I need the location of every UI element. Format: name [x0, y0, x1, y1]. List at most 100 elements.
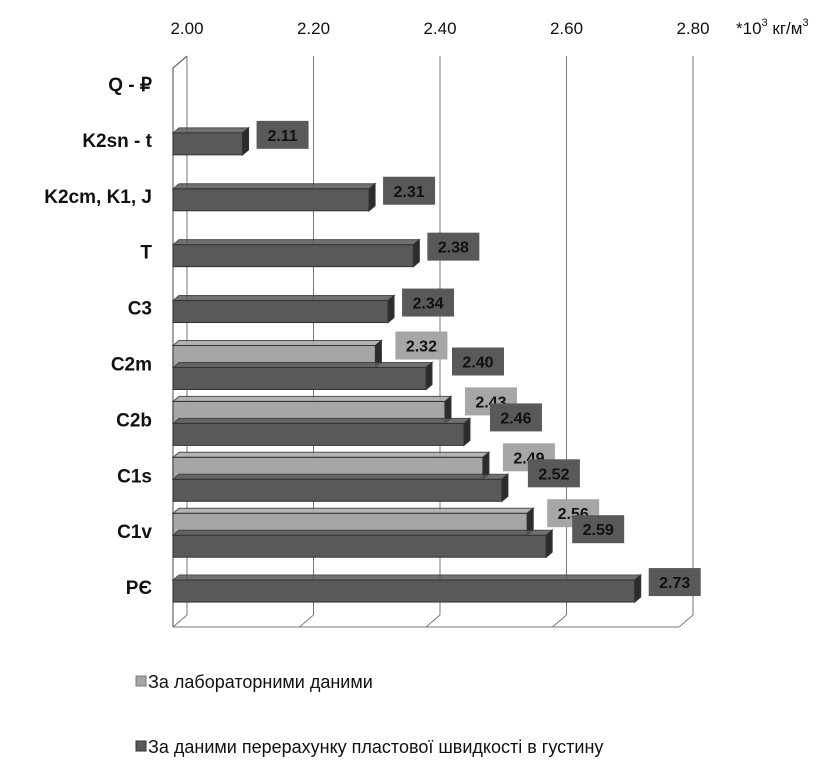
legend-item-lab: За лабораторними даними [135, 672, 373, 692]
bar-recalc-side [387, 294, 395, 324]
data-label-recalc-box [572, 515, 625, 544]
data-label-recalc-box [402, 288, 455, 317]
data-label-recalc: 2.52 [527, 459, 580, 488]
data-label-recalc-text: 2.40 [462, 355, 493, 372]
bar-recalc-side [463, 417, 471, 447]
bar-recalc [171, 361, 434, 391]
bar-recalc-top [171, 183, 377, 190]
data-label-recalc-text: 2.59 [583, 522, 614, 539]
x-tick-label: 2.00 [170, 19, 203, 38]
gridline-floor [172, 614, 188, 628]
x-tick-label: 2.40 [423, 19, 456, 38]
data-label-recalc-text: 2.38 [438, 240, 469, 257]
bar-recalc [171, 294, 396, 324]
bar-recalc-side [425, 361, 433, 391]
bar-recalc [171, 126, 250, 156]
bar-recalc-top [171, 473, 510, 480]
category-label: Q - ₽ [108, 75, 152, 96]
data-label-recalc-box [527, 459, 580, 488]
data-label-recalc-box [256, 120, 309, 149]
data-label-recalc: 2.38 [427, 232, 480, 261]
data-label-recalc-text: 2.46 [500, 410, 531, 427]
data-label-recalc-box [383, 176, 436, 205]
data-label-recalc: 2.46 [489, 403, 542, 432]
x-axis-ticks: 2.00 2.20 2.40 2.60 2.80 [170, 19, 709, 38]
bar-lab-top [171, 507, 535, 514]
legend-label-lab: За лабораторними даними [148, 672, 373, 692]
y-axis-categories: Q - ₽ K2sn - t K2cm, K1, J T C3 C2m C2b C1s C1v P… [44, 75, 152, 599]
bar-recalc-top [171, 529, 554, 536]
bar-recalc [171, 238, 421, 268]
data-label-recalc-text: 2.34 [412, 296, 443, 313]
gridline-floor [299, 614, 314, 628]
bar-recalc-top [171, 417, 472, 424]
category-label: C2m [111, 354, 152, 375]
bar-recalc-front [172, 244, 414, 268]
category-label: PЄ [126, 578, 153, 599]
data-label-recalc-text: 2.11 [267, 128, 297, 145]
data-label-recalc: 2.73 [648, 568, 701, 597]
category-label: C3 [128, 299, 152, 320]
data-label-recalc: 2.34 [402, 288, 455, 317]
data-label-lab: 2.32 [395, 331, 448, 360]
data-label-recalc-box [648, 568, 701, 597]
legend-swatch-recalc [135, 740, 147, 752]
bars [171, 126, 643, 604]
data-label-recalc-text: 2.73 [659, 575, 690, 592]
data-label-recalc: 2.40 [452, 347, 504, 376]
bar-recalc [171, 573, 643, 604]
data-label-recalc-text: 2.31 [394, 184, 425, 201]
gridline-floor [552, 614, 567, 628]
bar-lab-top [171, 340, 383, 346]
bar-recalc [171, 473, 510, 503]
bar-recalc-front [172, 422, 465, 446]
bar-recalc-side [501, 473, 509, 503]
bar-recalc-front [172, 579, 636, 603]
bar-recalc-side [634, 573, 642, 604]
x-tick-label: 2.60 [550, 19, 583, 38]
gridline-floor [425, 614, 441, 628]
bar-recalc-front [172, 132, 244, 156]
data-label-recalc-box [427, 232, 480, 261]
data-label-recalc: 2.59 [572, 515, 625, 544]
data-label-recalc-text: 2.52 [538, 466, 569, 483]
bar-recalc-front [172, 300, 389, 324]
bar-recalc-top [171, 239, 421, 246]
legend-label-recalc: За даними перерахунку пластової швидкост… [148, 737, 603, 757]
data-label-recalc-box [452, 347, 504, 376]
data-label-recalc: 2.31 [383, 176, 436, 205]
bar-recalc [171, 417, 472, 447]
data-labels: 2.112.312.382.342.322.402.432.462.492.52… [256, 120, 701, 597]
category-label: C2b [116, 410, 152, 431]
bar-recalc-top [171, 295, 396, 302]
bar-recalc [171, 529, 554, 559]
category-label: K2sn - t [82, 131, 152, 152]
axis-unit-label: *103 кг/м3 [736, 17, 809, 38]
bar-recalc-side [412, 238, 420, 268]
bar-lab-top [171, 395, 453, 402]
data-label-recalc: 2.11 [256, 120, 309, 149]
bar-recalc-top [171, 362, 434, 368]
legend-swatch-lab [135, 675, 147, 687]
data-label-lab-box [395, 331, 448, 360]
bar-recalc-top [171, 127, 250, 134]
legend: За лабораторними даними За даними перера… [135, 672, 603, 757]
data-label-recalc-box [489, 403, 542, 432]
bar-recalc-side [242, 126, 250, 156]
legend-item-recalc: За даними перерахунку пластової швидкост… [135, 737, 603, 757]
bar-recalc-front [172, 188, 370, 212]
bar-recalc-top [171, 574, 643, 581]
bar-recalc-front [172, 534, 547, 558]
category-label: K2cm, K1, J [44, 187, 152, 208]
category-label: T [140, 243, 152, 264]
bar-recalc [171, 182, 377, 212]
bar-recalc-side [368, 182, 376, 212]
x-tick-label: 2.80 [676, 19, 709, 38]
bar-lab-top [171, 451, 491, 458]
bar-recalc-front [172, 367, 427, 390]
bar-recalc-side [545, 529, 553, 559]
bar-recalc-front [172, 478, 503, 502]
category-label: C1s [117, 466, 152, 487]
x-tick-label: 2.20 [297, 19, 330, 38]
